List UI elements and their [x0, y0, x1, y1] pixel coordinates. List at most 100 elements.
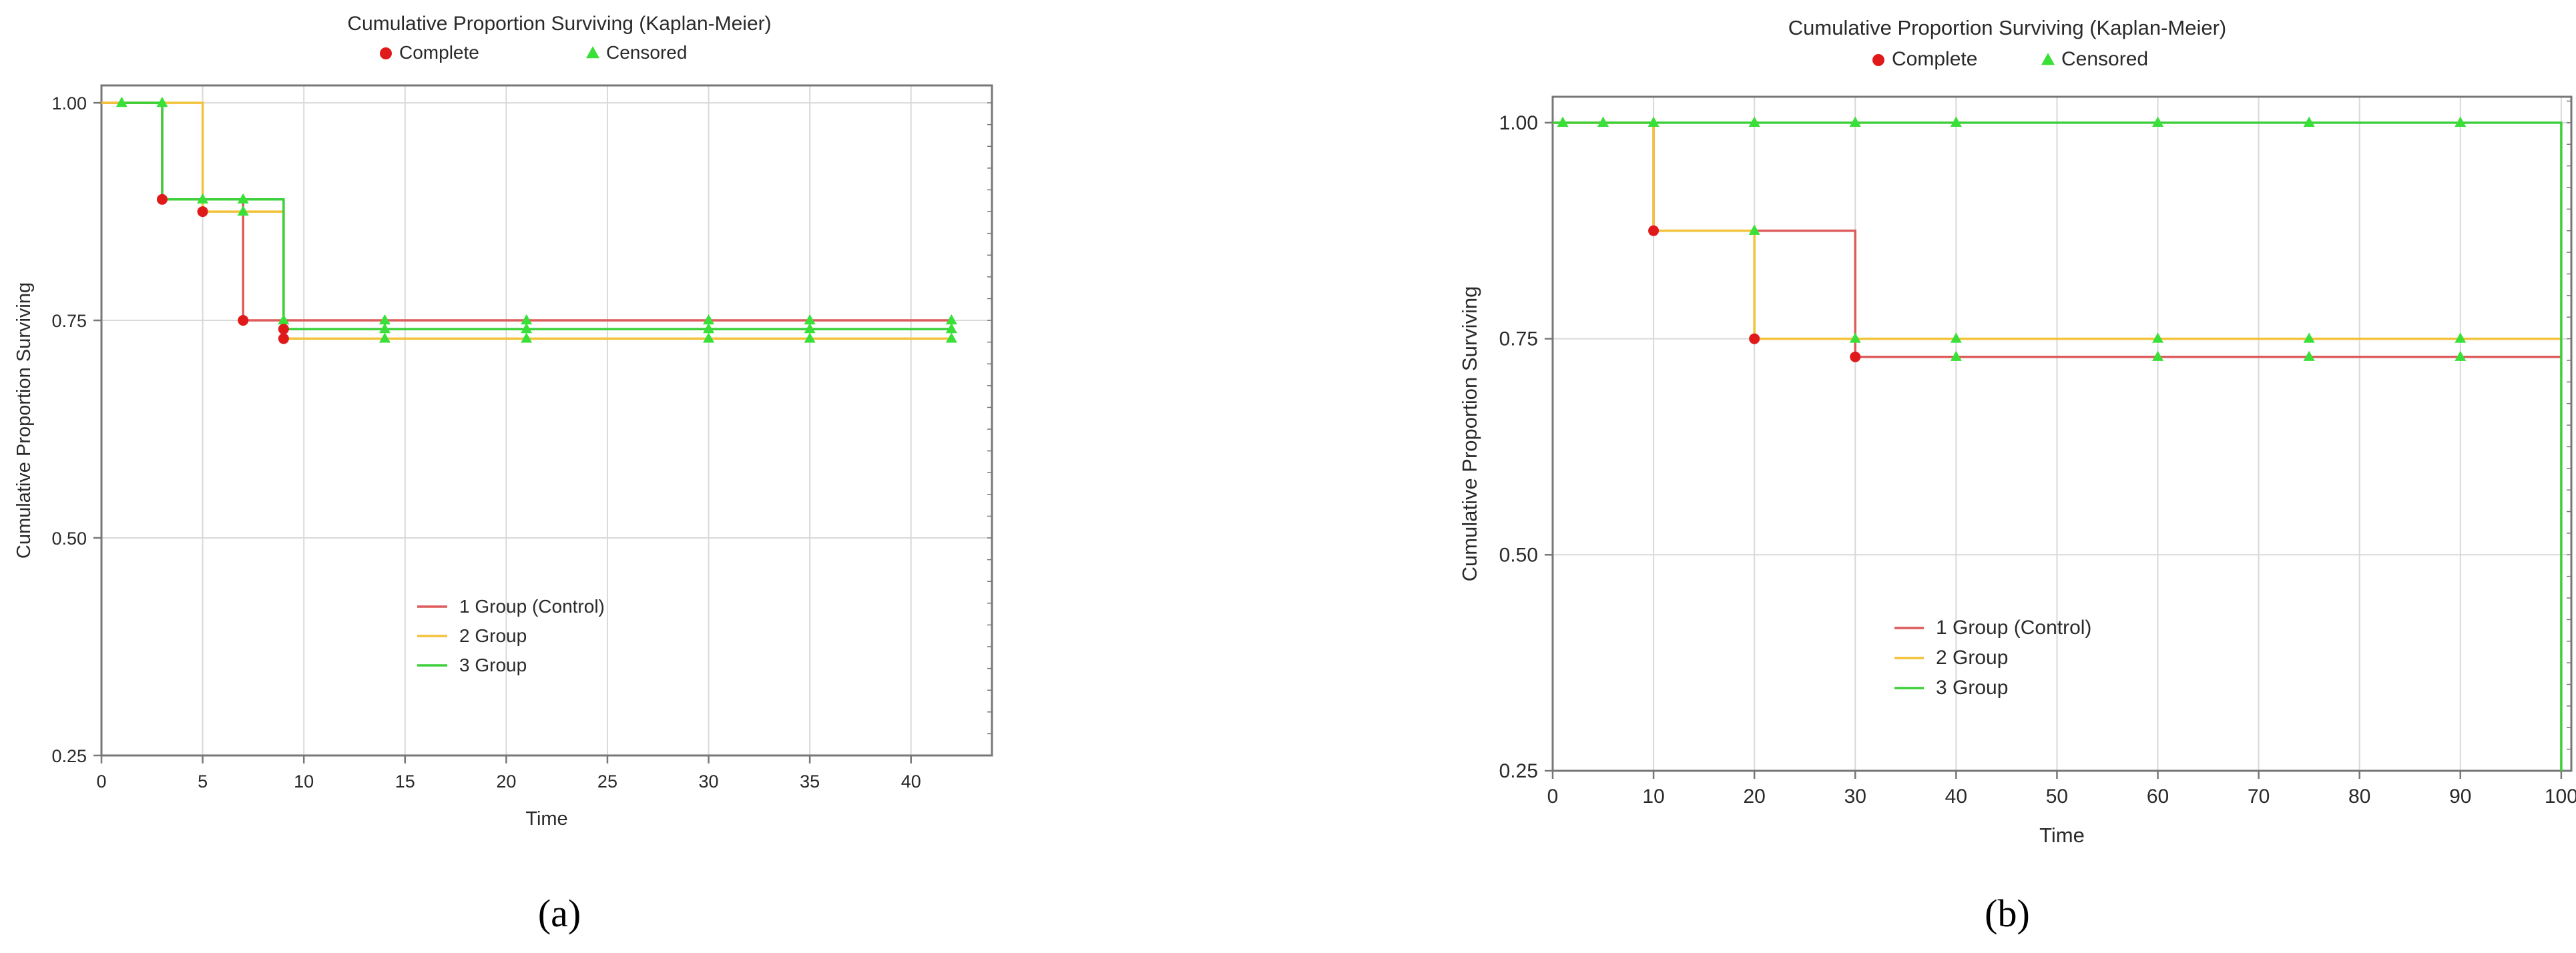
censored-point	[945, 322, 957, 334]
censored-point	[2455, 350, 2467, 361]
chart-b: 0 10 20 30 40 50 60 70 80 90 100 0.25 0.50 0.75 1.00 Cu…	[1458, 16, 2576, 935]
x-tick-label: 60	[2147, 785, 2169, 808]
censored-point	[1950, 116, 1962, 127]
marker-legend-label: Complete	[399, 42, 479, 63]
complete-point	[1648, 225, 1659, 236]
y-tick-label: 0.50	[51, 529, 87, 549]
complete-point	[278, 324, 289, 335]
plot-frame	[1551, 95, 2573, 772]
censored-point	[1748, 116, 1760, 127]
censored-point	[2152, 332, 2164, 343]
censored-point	[703, 332, 715, 343]
x-tick-label: 80	[2348, 785, 2370, 808]
y-tick-label: 0.50	[1499, 544, 1538, 566]
legend-label: 3 Group	[1936, 677, 2008, 699]
censored-point	[378, 322, 391, 334]
x-axis-label: Time	[525, 808, 567, 830]
censored-point	[156, 96, 168, 107]
x-tick-label: 40	[901, 771, 921, 791]
censored-point	[1557, 116, 1569, 127]
complete-point	[1749, 333, 1760, 344]
censored-point	[2455, 332, 2467, 343]
y-tick-label: 1.00	[51, 93, 87, 113]
censored-point	[521, 322, 533, 334]
x-tick-label: 15	[395, 771, 415, 791]
censored-point	[1647, 116, 1659, 127]
censored-point	[378, 332, 391, 343]
y-axis-label: Cumulative Proportion Surviving	[13, 282, 35, 559]
censored-point	[945, 314, 957, 325]
y-tick-label: 0.25	[51, 746, 87, 766]
series-line-3	[1553, 121, 2563, 771]
marker-legend-label: Complete	[1892, 48, 1977, 70]
chart-a: 0 5 10 15 20 25 30 35 40 0.25 0.50 0.75 1.00 Cumulati…	[13, 13, 993, 935]
censored-point	[804, 322, 816, 334]
censored-point	[1950, 332, 1962, 343]
censored-point	[115, 96, 127, 107]
censored-point	[1849, 116, 1861, 127]
x-tick-label: 100	[2545, 785, 2576, 808]
complete-point	[278, 333, 289, 344]
x-tick-label: 5	[198, 771, 208, 791]
x-axis-label: Time	[2039, 824, 2085, 847]
censored-point	[521, 332, 533, 343]
censored-point	[2303, 116, 2315, 127]
plot-frame	[100, 84, 993, 757]
panel-label: (b)	[1985, 892, 2030, 935]
censored-marker-icon	[2041, 53, 2055, 65]
series-line-3	[121, 101, 952, 330]
censored-point	[2303, 350, 2315, 361]
censored-point	[2152, 116, 2164, 127]
chart-title: Cumulative Proportion Surviving (Kaplan-…	[347, 13, 771, 35]
censored-point	[278, 314, 290, 325]
censored-point	[2303, 332, 2315, 343]
legend-label: 2 Group	[459, 625, 527, 646]
censored-point	[1950, 350, 1962, 361]
y-tick-label: 1.00	[1499, 112, 1538, 134]
censored-point	[804, 314, 816, 325]
censored-point	[521, 314, 533, 325]
complete-point	[197, 206, 208, 218]
marker-legend-label: Censored	[606, 42, 687, 63]
complete-point	[156, 194, 168, 205]
complete-point	[238, 315, 249, 326]
x-tick-label: 30	[1844, 785, 1866, 808]
x-tick-label: 20	[1743, 785, 1765, 808]
censored-point	[237, 193, 249, 204]
censored-point	[945, 332, 957, 343]
legend-label: 2 Group	[1936, 647, 2008, 669]
censored-point	[804, 332, 816, 343]
y-tick-label: 0.75	[1499, 328, 1538, 350]
censored-point	[378, 314, 391, 325]
legend-label: 1 Group (Control)	[459, 596, 605, 617]
y-tick-label: 0.25	[1499, 760, 1538, 782]
marker-legend-label: Censored	[2061, 48, 2148, 70]
complete-marker-icon	[1872, 54, 1884, 66]
censored-point	[703, 314, 715, 325]
censored-point	[197, 193, 209, 204]
censored-point	[1597, 116, 1609, 127]
panel-label: (a)	[538, 892, 581, 935]
censored-point	[703, 322, 715, 334]
x-tick-label: 10	[1642, 785, 1664, 808]
x-tick-label: 35	[800, 771, 820, 791]
x-tick-label: 0	[96, 771, 106, 791]
y-tick-label: 0.75	[51, 311, 87, 331]
x-tick-label: 0	[1547, 785, 1559, 808]
x-tick-label: 30	[699, 771, 719, 791]
x-tick-label: 20	[496, 771, 516, 791]
x-tick-label: 10	[294, 771, 314, 791]
y-axis-label: Cumulative Proportion Surviving	[1458, 286, 1481, 582]
complete-point	[1850, 351, 1861, 362]
x-tick-label: 50	[2046, 785, 2068, 808]
x-tick-label: 40	[1945, 785, 1967, 808]
x-tick-label: 70	[2248, 785, 2270, 808]
x-tick-label: 25	[597, 771, 617, 791]
censored-point	[2455, 116, 2467, 127]
censored-point	[1849, 332, 1861, 343]
series-line-2	[101, 101, 952, 340]
censored-point	[2152, 350, 2164, 361]
legend-label: 3 Group	[459, 655, 527, 675]
censored-point	[237, 205, 249, 216]
